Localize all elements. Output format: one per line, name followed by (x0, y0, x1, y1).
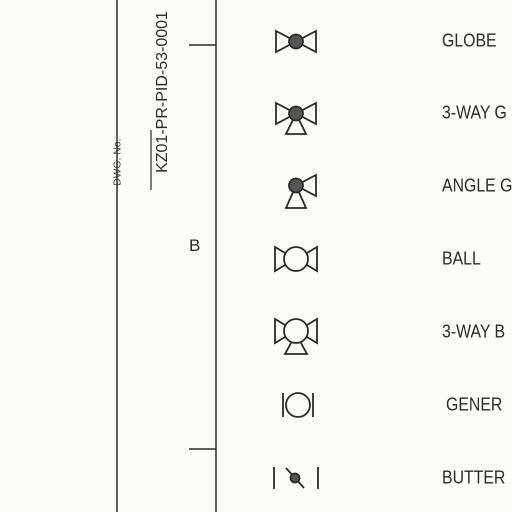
zone-marker: B (189, 236, 201, 255)
dwg-number: KZ01-PR-PID-53-0001 (154, 11, 171, 173)
three-way-globe-valve-icon (275, 101, 317, 135)
three-way-ball-valve-icon (274, 317, 318, 355)
butterfly-valve-icon (273, 467, 319, 489)
legend-label-three-way-ball: 3-WAY B (442, 321, 506, 342)
globe-valve-icon (275, 29, 317, 54)
legend-label-angle-globe: ANGLE G (442, 175, 512, 196)
dwg-label: DWG. No. (112, 138, 124, 186)
legend-label-three-way-globe: 3-WAY G (442, 102, 507, 123)
legend-label-ball: BALL (442, 248, 481, 269)
legend-label-globe: GLOBE (442, 30, 497, 51)
legend-label-generic: GENER (446, 394, 503, 415)
legend-label-butterfly: BUTTER (442, 467, 506, 488)
ball-valve-icon (274, 245, 318, 273)
angle-globe-valve-icon (284, 173, 317, 209)
generic-valve-icon (282, 392, 314, 418)
